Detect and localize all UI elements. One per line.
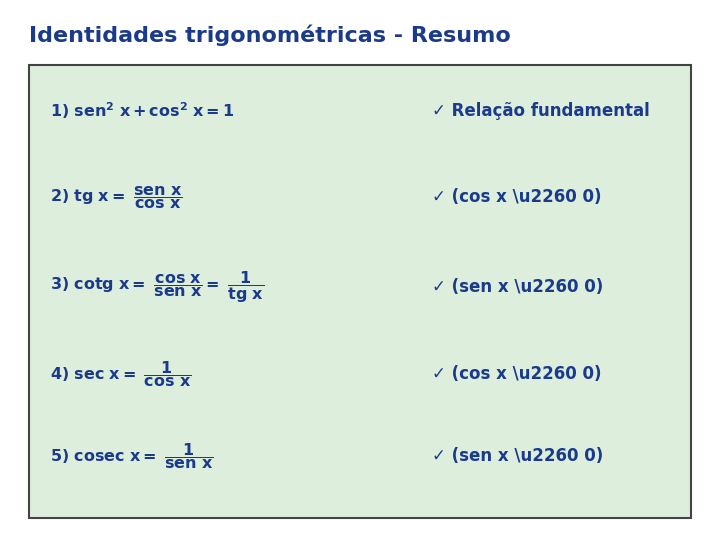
Text: Identidades trigonométricas - Resumo: Identidades trigonométricas - Resumo: [29, 24, 510, 46]
Text: ✓ (sen x \u2260 0): ✓ (sen x \u2260 0): [432, 278, 603, 296]
Text: $\mathbf{2)\ tg\ x =\ \dfrac{sen\ x}{cos\ x}}$: $\mathbf{2)\ tg\ x =\ \dfrac{sen\ x}{cos…: [50, 184, 183, 211]
Text: $\mathbf{4)\ sec\ x =\ \dfrac{1}{cos\ x}}$: $\mathbf{4)\ sec\ x =\ \dfrac{1}{cos\ x}…: [50, 359, 192, 389]
Text: ✓ (cos x \u2260 0): ✓ (cos x \u2260 0): [432, 188, 601, 206]
Text: $\mathbf{1)\ sen^2\ x + cos^2\ x = 1}$: $\mathbf{1)\ sen^2\ x + cos^2\ x = 1}$: [50, 100, 235, 121]
Text: $\mathbf{3)\ cotg\ x =\ \dfrac{cos\ x}{sen\ x} =\ \dfrac{1}{tg\ x}}$: $\mathbf{3)\ cotg\ x =\ \dfrac{cos\ x}{s…: [50, 269, 265, 305]
Text: $\mathbf{5)\ cosec\ x =\ \dfrac{1}{sen\ x}}$: $\mathbf{5)\ cosec\ x =\ \dfrac{1}{sen\ …: [50, 441, 214, 471]
Text: ✓ (cos x \u2260 0): ✓ (cos x \u2260 0): [432, 364, 601, 383]
FancyBboxPatch shape: [29, 65, 691, 518]
Text: ✓ (sen x \u2260 0): ✓ (sen x \u2260 0): [432, 447, 603, 465]
Text: ✓ Relação fundamental: ✓ Relação fundamental: [432, 102, 649, 120]
